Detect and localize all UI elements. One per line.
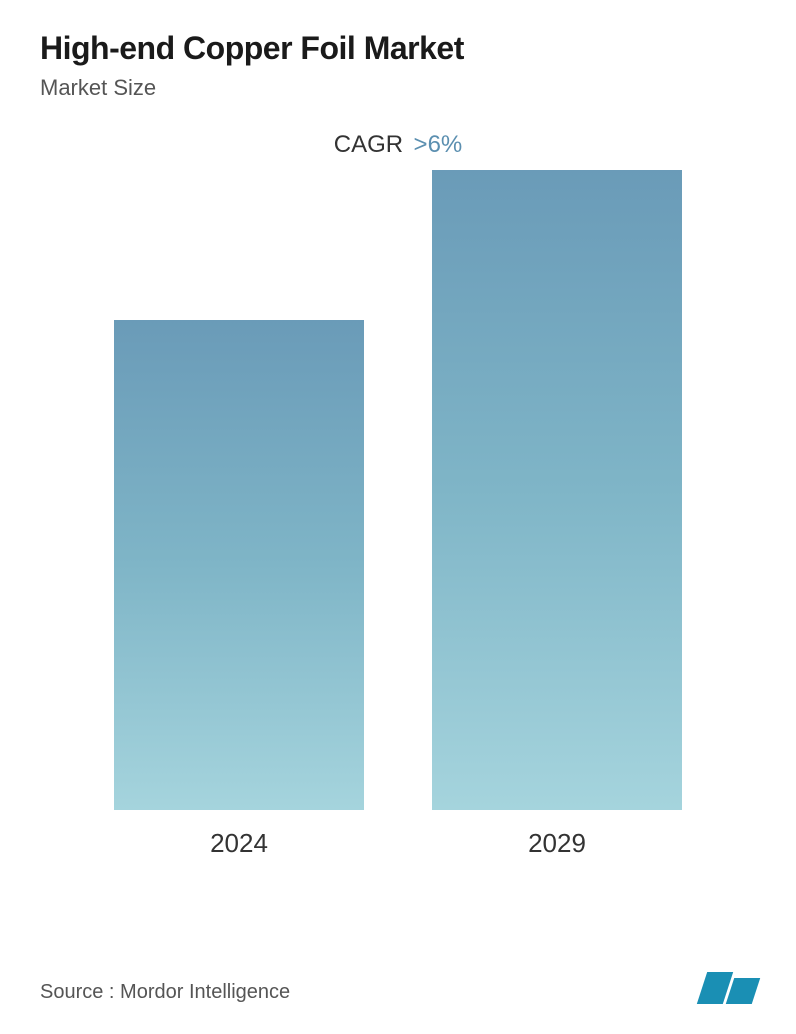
bar-label-0: 2024 (210, 828, 268, 859)
source-attribution: Source : Mordor Intelligence (40, 981, 290, 1004)
bar-chart: 2024 2029 (40, 199, 756, 859)
mordor-logo-icon (702, 972, 756, 1004)
footer: Source : Mordor Intelligence (40, 972, 756, 1004)
bar-0 (114, 320, 364, 810)
bar-1 (432, 170, 682, 810)
source-name: Mordor Intelligence (120, 981, 290, 1003)
cagr-value: >6% (414, 131, 463, 158)
bar-group-0: 2024 (114, 320, 364, 859)
chart-title: High-end Copper Foil Market (40, 30, 756, 67)
source-label: Source : (40, 981, 114, 1003)
bar-group-1: 2029 (432, 170, 682, 859)
bar-label-1: 2029 (528, 828, 586, 859)
chart-subtitle: Market Size (40, 75, 756, 101)
cagr-row: CAGR >6% (40, 131, 756, 159)
cagr-label: CAGR (334, 131, 403, 158)
logo-shape-2 (726, 978, 760, 1004)
